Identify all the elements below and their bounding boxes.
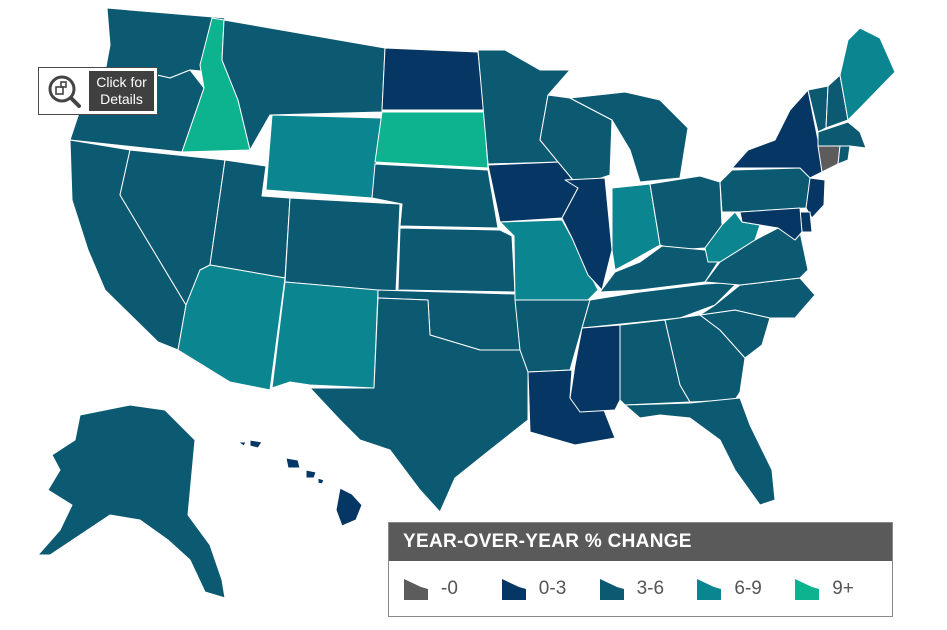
state-MI[interactable]	[569, 91, 689, 183]
state-MD[interactable]	[739, 207, 803, 241]
legend-label: 3-6	[636, 577, 665, 599]
state-SD[interactable]	[374, 111, 489, 169]
legend-swatch-9-plus	[795, 578, 820, 600]
legend-swatch-neg	[404, 578, 428, 600]
state-FL[interactable]	[624, 397, 776, 506]
legend-swatch-0-3	[501, 578, 526, 600]
legend-item-0-3: 0-3	[501, 577, 599, 601]
legend-item-9-plus: 9+	[794, 577, 892, 601]
click-for-details-button[interactable]: Click for Details	[38, 67, 158, 115]
state-KS[interactable]	[397, 227, 516, 293]
legend-items: -0 0-3 3-6 6-9 9+	[389, 561, 892, 616]
state-MO[interactable]	[499, 219, 599, 301]
legend-label: -0	[441, 577, 458, 599]
state-ND[interactable]	[381, 47, 485, 111]
state-TX[interactable]	[309, 297, 529, 513]
legend-item-neg: -0	[403, 577, 501, 601]
legend-item-6-9: 6-9	[696, 577, 794, 601]
state-AZ[interactable]	[177, 264, 286, 391]
magnifier-icon	[39, 68, 89, 114]
legend-label: 0-3	[538, 577, 567, 599]
state-RI[interactable]	[837, 145, 851, 165]
legend-label: 9+	[832, 577, 854, 599]
state-NM[interactable]	[271, 281, 379, 389]
map-legend: YEAR-OVER-YEAR % CHANGE -0 0-3 3-6 6-9 9…	[388, 522, 893, 617]
legend-label: 6-9	[734, 577, 762, 599]
state-ME[interactable]	[839, 27, 896, 121]
state-PA[interactable]	[719, 167, 813, 213]
state-IL[interactable]	[561, 177, 613, 291]
state-NJ[interactable]	[805, 177, 826, 219]
state-HI[interactable]	[237, 439, 363, 527]
legend-item-3-6: 3-6	[599, 577, 697, 601]
state-LA[interactable]	[527, 369, 616, 446]
state-AK[interactable]	[37, 404, 226, 599]
click-for-details-label: Click for Details	[89, 71, 154, 111]
state-NY[interactable]	[731, 89, 823, 179]
state-NE[interactable]	[371, 163, 499, 229]
legend-title: YEAR-OVER-YEAR % CHANGE	[389, 523, 892, 561]
legend-swatch-6-9	[697, 578, 722, 600]
state-CO[interactable]	[284, 197, 401, 293]
state-WY[interactable]	[265, 114, 383, 199]
legend-swatch-3-6	[599, 578, 624, 600]
state-CT[interactable]	[817, 145, 841, 173]
